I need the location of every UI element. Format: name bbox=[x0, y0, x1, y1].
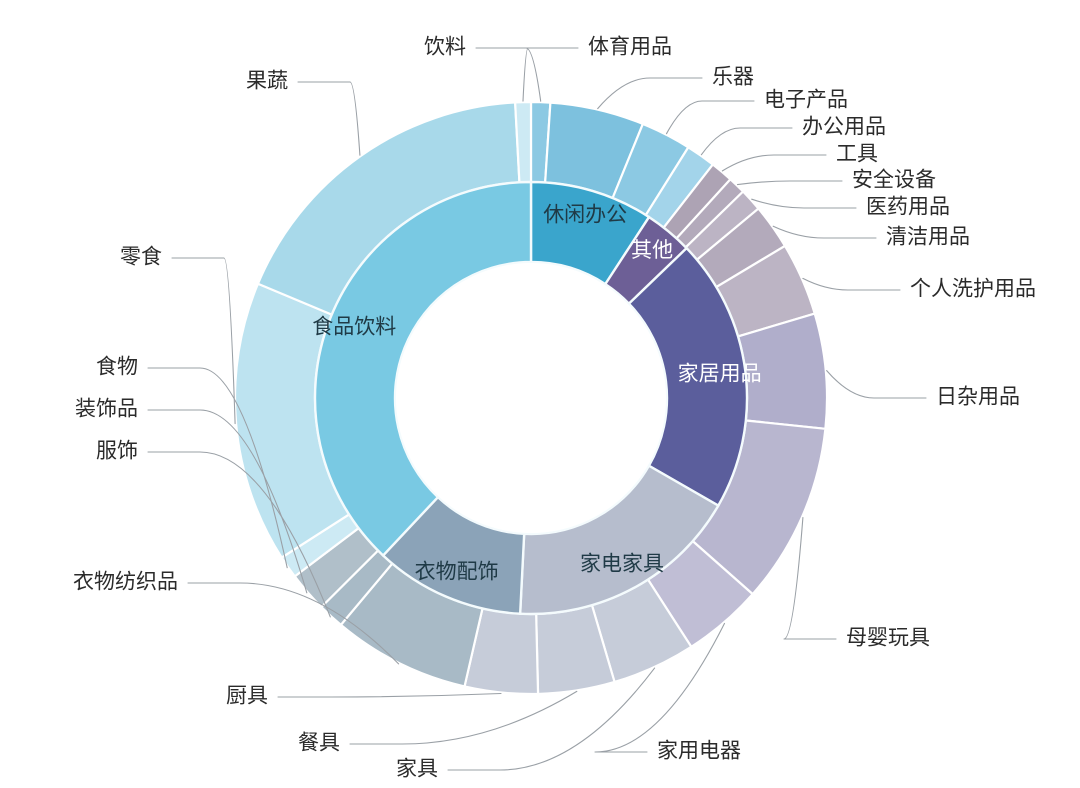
callout-label-饮料: 饮料 bbox=[424, 36, 466, 59]
leader-line-零食 bbox=[171, 257, 236, 425]
callout-label-个人洗护用品: 个人洗护用品 bbox=[910, 278, 1036, 301]
callout-label-零食: 零食 bbox=[120, 246, 162, 269]
leader-line-装饰品 bbox=[147, 409, 308, 594]
leader-line-餐具 bbox=[349, 690, 578, 745]
inner-ring-label-家电家具: 家电家具 bbox=[580, 552, 664, 575]
callout-label-餐具: 餐具 bbox=[298, 732, 340, 755]
callout-label-服饰: 服饰 bbox=[96, 440, 138, 463]
callout-label-办公用品: 办公用品 bbox=[802, 116, 886, 139]
leader-line-日杂用品 bbox=[826, 370, 927, 399]
leader-line-医药用品 bbox=[751, 198, 857, 209]
outer-ring-group bbox=[233, 100, 829, 696]
callout-label-工具: 工具 bbox=[836, 143, 878, 166]
callout-label-装饰品: 装饰品 bbox=[75, 398, 138, 421]
callout-label-母婴玩具: 母婴玩具 bbox=[846, 627, 930, 650]
callout-label-医药用品: 医药用品 bbox=[866, 196, 950, 219]
donut-center-hole bbox=[396, 263, 666, 533]
leader-line-体育用品 bbox=[525, 47, 579, 102]
callout-label-果蔬: 果蔬 bbox=[246, 70, 288, 93]
leader-line-衣物纺织品 bbox=[187, 582, 400, 665]
callout-label-电子产品: 电子产品 bbox=[764, 89, 848, 112]
inner-ring-label-休闲办公: 休闲办公 bbox=[543, 203, 627, 226]
inner-ring-group bbox=[313, 180, 749, 616]
callout-label-安全设备: 安全设备 bbox=[852, 169, 936, 192]
leader-line-食物 bbox=[147, 367, 288, 569]
callout-label-体育用品: 体育用品 bbox=[588, 36, 672, 59]
leader-line-饮料 bbox=[475, 47, 529, 102]
leader-line-母婴玩具 bbox=[783, 517, 837, 640]
inner-ring-label-衣物配饰: 衣物配饰 bbox=[415, 560, 499, 583]
callout-label-日杂用品: 日杂用品 bbox=[936, 386, 1020, 409]
leader-line-工具 bbox=[721, 154, 827, 172]
callout-label-衣物纺织品: 衣物纺织品 bbox=[73, 571, 178, 594]
leader-line-服饰 bbox=[147, 451, 331, 618]
callout-label-食物: 食物 bbox=[96, 356, 138, 379]
leader-line-安全设备 bbox=[736, 180, 843, 186]
callout-label-家用电器: 家用电器 bbox=[657, 740, 741, 763]
outer-labels-group: 果蔬 饮料 体育用品乐器电子产品办公用品工具安全设备医药用品清洁用品个人洗护用品日杂… bbox=[73, 36, 1036, 781]
leader-line-电子产品 bbox=[665, 100, 755, 135]
callout-label-厨具: 厨具 bbox=[226, 685, 268, 708]
leader-line-乐器 bbox=[597, 77, 703, 110]
inner-ring-label-其他: 其他 bbox=[631, 239, 673, 262]
arc-segment-食品饮料[interactable] bbox=[313, 180, 533, 558]
leader-line-家用电器 bbox=[594, 622, 726, 753]
callout-label-家具: 家具 bbox=[396, 758, 438, 781]
leader-line-清洁用品 bbox=[772, 225, 877, 239]
inner-ring-label-家居用品: 家居用品 bbox=[678, 362, 762, 385]
leader-lines-group bbox=[147, 47, 927, 771]
leader-line-果蔬 bbox=[297, 81, 361, 156]
leader-line-个人洗护用品 bbox=[802, 277, 901, 291]
inner-ring-label-食品饮料: 食品饮料 bbox=[312, 316, 396, 339]
callout-label-清洁用品: 清洁用品 bbox=[886, 226, 970, 249]
leader-line-家具 bbox=[447, 667, 656, 771]
callout-label-乐器: 乐器 bbox=[712, 66, 754, 89]
leader-line-厨具 bbox=[277, 692, 502, 698]
leader-line-办公用品 bbox=[700, 127, 793, 156]
